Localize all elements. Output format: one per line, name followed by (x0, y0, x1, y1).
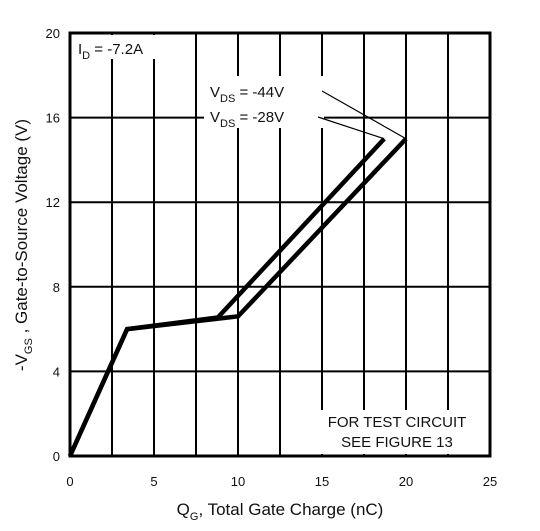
x-tick-label: 5 (150, 474, 157, 489)
y-tick-label: 0 (53, 449, 60, 464)
tick-labels: 0 5 10 15 20 25 0 4 8 12 16 20 (46, 26, 498, 489)
vds-28-leader (317, 116, 385, 140)
vds-labels-bg (204, 76, 324, 128)
y-tick-label: 8 (53, 280, 60, 295)
series-layer (67, 137, 408, 457)
x-tick-label: 25 (483, 474, 497, 489)
y-tick-label: 16 (46, 111, 60, 126)
vds-44-label: VDS = -44V (210, 84, 284, 105)
x-tick-label: 10 (231, 474, 245, 489)
test-note-line2: SEE FIGURE 13 (341, 434, 453, 451)
test-note-bg (306, 410, 488, 454)
vds-44-leader (321, 90, 407, 140)
y-axis-title: -VGS , Gate-to-Source Voltage (V) (12, 119, 35, 371)
test-note-line1: FOR TEST CIRCUIT (328, 414, 467, 431)
x-axis-title: QG, Total Gate Charge (nC) (177, 500, 384, 523)
y-tick-label: 20 (46, 26, 60, 41)
x-tick-label: 15 (315, 474, 329, 489)
plot-frame (68, 31, 492, 458)
x-tick-label: 0 (66, 474, 73, 489)
series-line-vds44 (67, 137, 408, 457)
id-label-bg (73, 35, 165, 59)
x-tick-label: 20 (399, 474, 413, 489)
y-tick-label: 12 (46, 195, 60, 210)
id-label: ID = -7.2A (78, 41, 143, 62)
series-line-vds28 (67, 137, 386, 457)
vds-28-label: VDS = -28V (210, 109, 284, 130)
y-tick-label: 4 (53, 364, 60, 379)
